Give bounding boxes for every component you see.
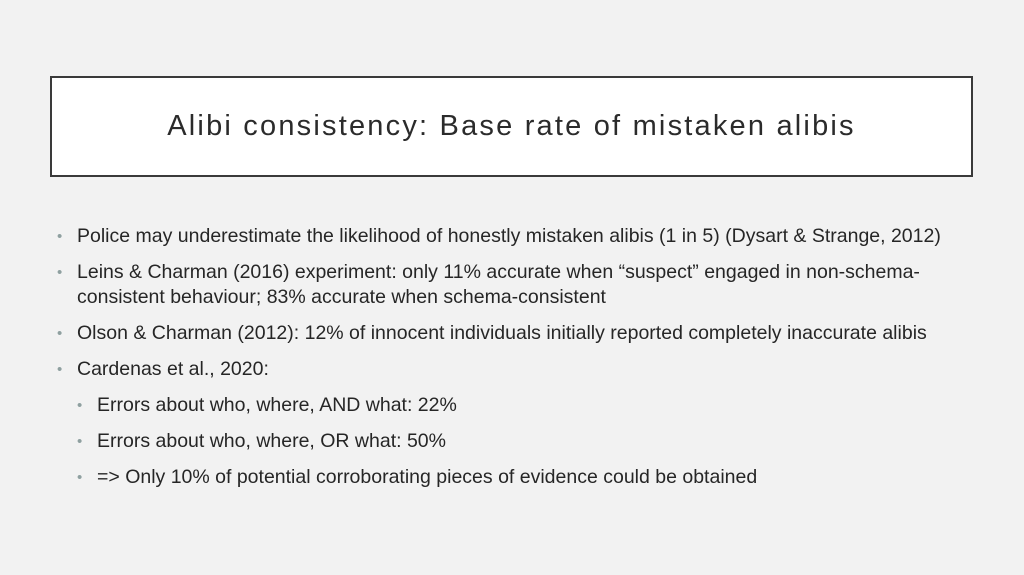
- sub-bullet-item: • Errors about who, where, AND what: 22%: [57, 393, 977, 418]
- bullet-dot-icon: •: [57, 264, 63, 281]
- bullet-dot-icon: •: [57, 325, 63, 342]
- sub-bullet-item: • => Only 10% of potential corroborating…: [57, 465, 977, 490]
- bullet-item: • Cardenas et al., 2020:: [57, 357, 977, 382]
- bullet-dot-icon: •: [77, 397, 83, 414]
- bullet-text: Olson & Charman (2012): 12% of innocent …: [77, 322, 927, 344]
- bullet-text: Leins & Charman (2016) experiment: only …: [77, 261, 920, 308]
- bullet-list: • Police may underestimate the likelihoo…: [57, 224, 977, 501]
- slide-title: Alibi consistency: Base rate of mistaken…: [167, 110, 856, 142]
- bullet-dot-icon: •: [57, 228, 63, 245]
- bullet-item: • Olson & Charman (2012): 12% of innocen…: [57, 321, 977, 346]
- title-box: Alibi consistency: Base rate of mistaken…: [50, 76, 973, 177]
- sub-bullet-text: => Only 10% of potential corroborating p…: [97, 466, 758, 488]
- bullet-dot-icon: •: [57, 361, 63, 378]
- bullet-item: • Police may underestimate the likelihoo…: [57, 224, 977, 249]
- bullet-item: • Leins & Charman (2016) experiment: onl…: [57, 260, 977, 310]
- sub-bullet-text: Errors about who, where, OR what: 50%: [97, 430, 446, 452]
- bullet-text: Police may underestimate the likelihood …: [77, 225, 941, 247]
- bullet-text: Cardenas et al., 2020:: [77, 358, 269, 380]
- sub-bullet-item: • Errors about who, where, OR what: 50%: [57, 429, 977, 454]
- sub-bullet-text: Errors about who, where, AND what: 22%: [97, 394, 457, 416]
- bullet-dot-icon: •: [77, 469, 83, 486]
- bullet-dot-icon: •: [77, 433, 83, 450]
